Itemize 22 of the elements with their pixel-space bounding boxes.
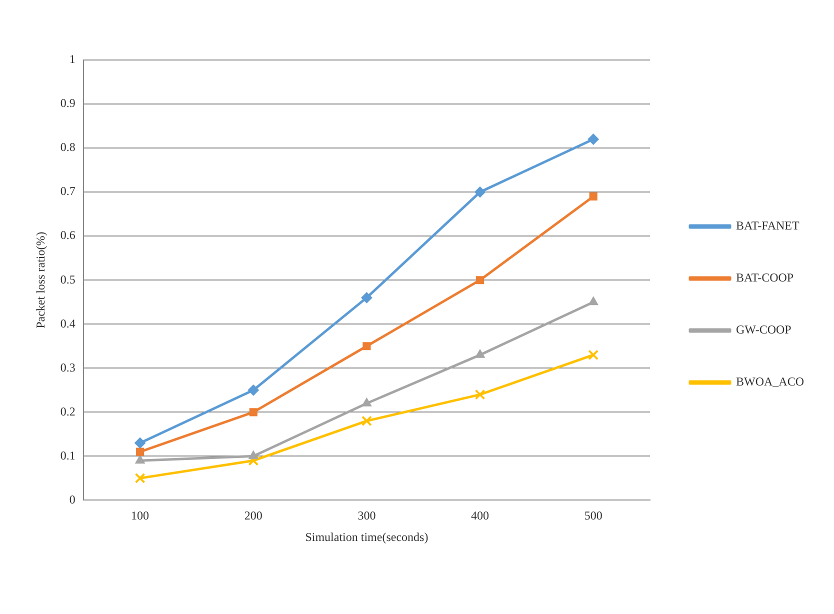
legend-label: GW-COOP <box>736 322 792 337</box>
y-tick-label: 0.6 <box>60 228 76 242</box>
y-tick-label: 0.4 <box>60 316 76 330</box>
legend-label: BWOA_ACO <box>736 374 804 389</box>
y-tick-label: 0 <box>69 492 76 506</box>
y-tick-label: 0.2 <box>60 404 76 418</box>
x-tick-label: 100 <box>131 508 150 523</box>
x-tick-label: 500 <box>584 508 602 523</box>
x-tick-label: 400 <box>471 508 490 523</box>
y-axis-title: Packet loss ratio(%) <box>33 232 48 328</box>
x-tick-label: 300 <box>358 508 376 523</box>
legend-label: BAT-COOP <box>736 270 794 285</box>
x-axis-title: Simulation time(seconds) <box>305 530 428 544</box>
y-tick-label: 0.9 <box>60 96 76 110</box>
y-tick-label: 0.5 <box>60 272 76 286</box>
y-tick-label: 0.1 <box>60 448 76 462</box>
y-tick-label: 1 <box>69 52 76 66</box>
y-tick-label: 0.8 <box>60 140 76 154</box>
y-tick-label: 0.3 <box>60 360 76 374</box>
x-tick-label: 200 <box>244 508 262 523</box>
y-tick-label: 0.7 <box>60 184 76 198</box>
legend-label: BAT-FANET <box>736 218 800 233</box>
